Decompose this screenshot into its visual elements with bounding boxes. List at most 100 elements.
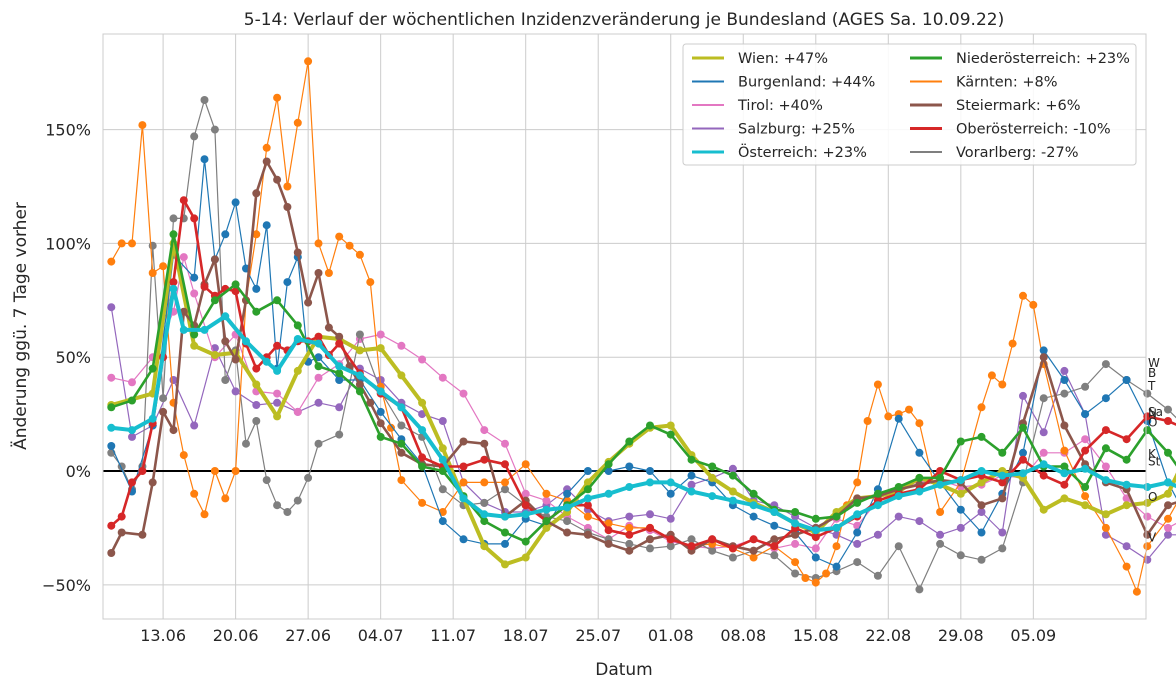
data-point [200,282,209,291]
data-point [977,478,986,487]
data-point [179,325,188,334]
data-point [583,530,592,539]
data-point [480,478,489,487]
data-point [1101,360,1110,369]
data-point [801,574,810,582]
data-point [1101,394,1110,403]
data-point [873,380,882,389]
data-point [252,307,261,316]
data-point [335,369,344,378]
data-point [190,341,199,350]
x-tick-label: 01.08 [648,626,694,645]
data-point [625,523,634,532]
data-point [200,510,209,519]
chart-title: 5-14: Verlauf der wöchentlichen Inzidenz… [244,10,1004,30]
data-point [1101,510,1110,519]
plot-frame [102,33,1147,620]
series-4 [107,284,1176,535]
x-tick-label: 27.06 [285,626,331,645]
data-point [324,323,333,332]
data-point [231,198,240,207]
data-point [148,478,157,487]
data-point [273,501,282,510]
data-point [221,376,230,384]
data-point [687,487,696,496]
data-point [148,269,157,277]
data-point [190,330,199,339]
legend-item: Österreich: +23% [692,143,867,161]
end-label: B [1148,366,1156,380]
data-point [459,389,468,398]
x-tick-label: 15.08 [793,626,839,645]
data-point [811,544,820,553]
data-point [542,523,551,532]
data-point [107,303,116,312]
data-point [1143,530,1152,539]
data-point [1060,376,1069,384]
data-point [117,512,126,521]
legend-label: Kärnten: +8% [956,75,1057,91]
data-point [262,357,271,366]
data-point [252,284,261,293]
data-point [915,585,924,594]
series-layer [107,57,1176,596]
data-point [666,489,675,498]
y-axis-label: Änderung ggü. 7 Tage vorher [10,202,31,450]
data-point [1164,530,1172,539]
x-tick-label: 25.07 [575,626,621,645]
data-point [252,417,261,425]
data-point [480,439,489,448]
data-point [501,512,509,521]
data-point [563,517,572,526]
x-tick-label: 18.07 [503,626,549,645]
data-point [293,118,302,127]
data-point [521,460,530,469]
legend-label: Wien: +47% [738,51,828,67]
data-point [148,241,157,250]
data-point [583,501,592,510]
end-label: K [1148,447,1157,461]
data-point [1101,444,1110,453]
data-point [273,341,282,350]
data-point [853,528,862,537]
data-point [708,473,717,482]
x-tick-label: 20.06 [213,626,259,645]
data-point [1164,478,1172,487]
data-point [791,530,800,539]
data-point [894,512,903,521]
data-point [873,530,882,539]
data-point [1019,391,1027,400]
data-point [936,480,945,489]
data-point [956,523,965,532]
end-label: St [1148,454,1161,468]
data-point [117,528,126,537]
data-point [366,278,375,287]
data-point [418,426,427,435]
data-point [977,508,986,516]
data-point [314,353,323,362]
data-point [366,398,375,407]
data-point [190,289,199,298]
data-point [262,143,271,152]
data-point [355,330,364,339]
data-point [1019,423,1027,432]
data-point [179,307,188,316]
data-point [459,437,468,446]
data-point [190,421,199,430]
data-point [1081,382,1090,391]
data-point [376,419,385,428]
legend-item: Steiermark: +6% [910,98,1080,114]
data-point [190,132,199,141]
data-point [169,426,178,435]
data-point [210,467,219,475]
data-point [583,485,592,494]
data-point [438,444,447,453]
data-point [873,501,882,510]
x-tick-label: 08.08 [720,626,766,645]
data-point [273,366,282,375]
data-point [936,508,945,516]
data-point [138,467,147,475]
end-label: V [1148,531,1157,545]
data-point [1122,501,1131,510]
data-point [770,542,779,551]
